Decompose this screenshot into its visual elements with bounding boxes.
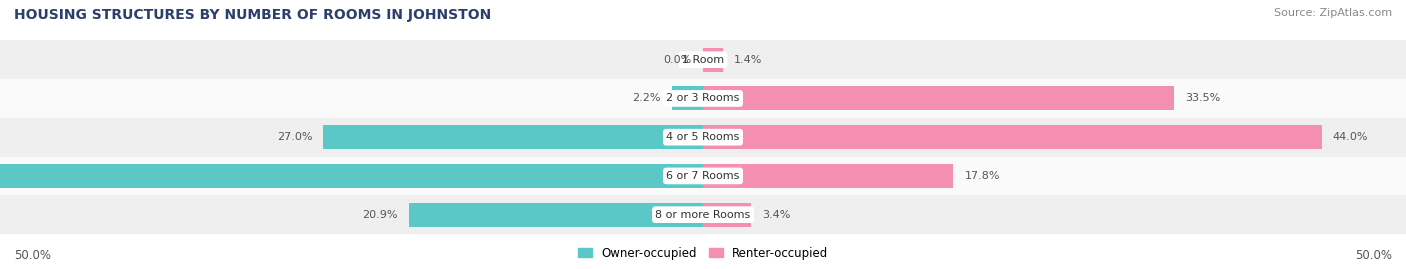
Text: 20.9%: 20.9% [363, 210, 398, 220]
Bar [703, 164, 953, 188]
Text: 8 or more Rooms: 8 or more Rooms [655, 210, 751, 220]
Text: 27.0%: 27.0% [277, 132, 312, 142]
Text: 6 or 7 Rooms: 6 or 7 Rooms [666, 171, 740, 181]
Text: Source: ZipAtlas.com: Source: ZipAtlas.com [1274, 8, 1392, 18]
Text: 3.4%: 3.4% [762, 210, 790, 220]
Text: 50.0%: 50.0% [1355, 249, 1392, 262]
Text: 1 Room: 1 Room [682, 55, 724, 65]
Legend: Owner-occupied, Renter-occupied: Owner-occupied, Renter-occupied [574, 243, 832, 263]
Text: 0.0%: 0.0% [664, 55, 692, 65]
Bar [703, 86, 1174, 111]
Bar [323, 125, 703, 149]
Text: HOUSING STRUCTURES BY NUMBER OF ROOMS IN JOHNSTON: HOUSING STRUCTURES BY NUMBER OF ROOMS IN… [14, 8, 491, 22]
Bar [0, 118, 1406, 157]
Text: 44.0%: 44.0% [1333, 132, 1368, 142]
Text: 2.2%: 2.2% [633, 93, 661, 104]
Bar [703, 125, 1322, 149]
Bar [0, 164, 703, 188]
Bar [0, 40, 1406, 79]
Text: 1.4%: 1.4% [734, 55, 762, 65]
Text: 4 or 5 Rooms: 4 or 5 Rooms [666, 132, 740, 142]
Bar [703, 48, 723, 72]
Bar [672, 86, 703, 111]
Text: 33.5%: 33.5% [1185, 93, 1220, 104]
Text: 2 or 3 Rooms: 2 or 3 Rooms [666, 93, 740, 104]
Text: 50.0%: 50.0% [14, 249, 51, 262]
Bar [0, 79, 1406, 118]
Bar [0, 195, 1406, 234]
Bar [703, 203, 751, 227]
Text: 17.8%: 17.8% [965, 171, 1000, 181]
Bar [409, 203, 703, 227]
Bar [0, 157, 1406, 195]
